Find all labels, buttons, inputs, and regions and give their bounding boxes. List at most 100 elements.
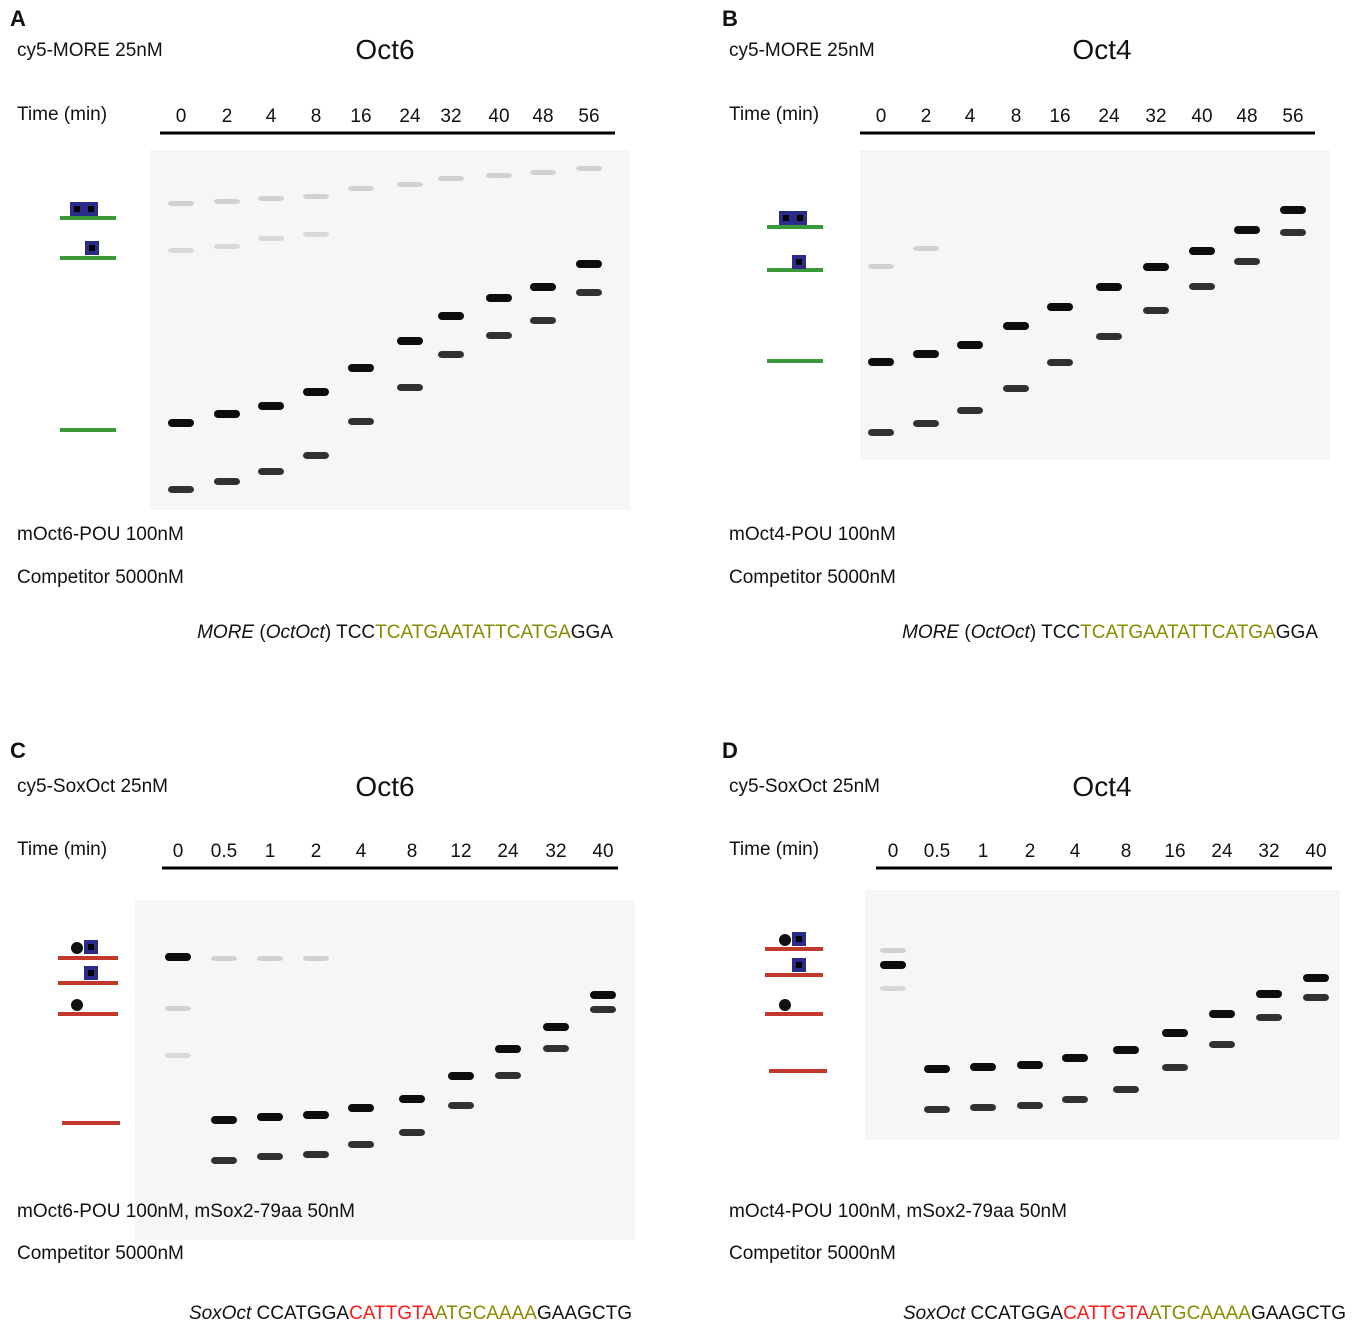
gel-band: [1280, 206, 1306, 214]
protein-label: mOct4-POU 100nM, mSox2-79aa 50nM: [729, 1201, 1067, 1222]
gel-background: [860, 150, 1330, 460]
gel-band: [303, 232, 329, 237]
gel-band: [1189, 247, 1215, 255]
time-tick: 2: [1025, 841, 1036, 862]
sequence-part: OctOct: [971, 622, 1031, 643]
gel-band: [1047, 359, 1073, 366]
time-tick: 16: [1164, 841, 1185, 862]
time-label: Time (min): [17, 104, 107, 125]
gel-band: [257, 1113, 283, 1121]
gel-band: [1096, 333, 1122, 340]
gel-band: [397, 337, 423, 345]
gel-band: [486, 294, 512, 302]
gel-band: [530, 317, 556, 324]
time-tick: 32: [1145, 106, 1166, 127]
figure: Acy5-MORE 25nMOct6Time (min)024816243240…: [0, 0, 1362, 1324]
gel-band: [258, 402, 284, 410]
gel-band: [880, 948, 906, 953]
gel-band: [530, 170, 556, 175]
gel-band: [1047, 303, 1073, 311]
sequence-part: CATTGTA: [349, 1303, 435, 1324]
gel-band: [913, 420, 939, 427]
time-tick: 8: [407, 841, 418, 862]
gel-band: [1234, 226, 1260, 234]
gel-band: [165, 1053, 191, 1058]
protein-label: mOct4-POU 100nM: [729, 524, 896, 545]
gel-band: [486, 173, 512, 178]
gel-band: [1017, 1102, 1043, 1109]
sequence-part: MORE: [902, 622, 959, 643]
gel-band: [399, 1129, 425, 1136]
protein-square-core: [88, 970, 94, 976]
gel-band: [1003, 322, 1029, 330]
gel-band: [211, 1116, 237, 1124]
time-tick: 24: [497, 841, 519, 862]
gel-band: [543, 1023, 569, 1031]
gel-band: [303, 956, 329, 961]
gel-band: [1143, 263, 1169, 271]
gel-band: [913, 350, 939, 358]
sox-dot: [779, 999, 791, 1011]
sequence-part: SoxOct: [189, 1303, 252, 1324]
sequence-part: SoxOct: [903, 1303, 966, 1324]
gel-band: [880, 986, 906, 991]
gel-band: [495, 1045, 521, 1053]
gel-band: [576, 260, 602, 268]
gel-band: [1209, 1010, 1235, 1018]
gel-band: [1303, 974, 1329, 982]
gel-band: [1234, 258, 1260, 265]
protein-square-core: [797, 215, 803, 221]
time-tick: 1: [265, 841, 276, 862]
protein-square-core: [89, 245, 95, 251]
gel-band: [165, 1006, 191, 1011]
gel-band: [880, 961, 906, 969]
gel-band: [168, 486, 194, 493]
protein-square-core: [783, 215, 789, 221]
sequence-part: TCATGAATATTCATGA: [1080, 622, 1276, 643]
time-tick: 40: [592, 841, 613, 862]
gel-band: [590, 1006, 616, 1013]
sequence-part: (: [254, 622, 266, 643]
sequence-part: TCATGAATATTCATGA: [375, 622, 571, 643]
gel-band: [258, 236, 284, 241]
gel-band: [1096, 283, 1122, 291]
gel-band: [348, 1141, 374, 1148]
sequence-part: ATGCAAAA: [435, 1303, 537, 1324]
gel-band: [868, 429, 894, 436]
gel-band: [590, 991, 616, 999]
time-tick: 24: [399, 106, 421, 127]
time-tick: 4: [1070, 841, 1081, 862]
time-tick: 24: [1211, 841, 1233, 862]
gel-band: [438, 351, 464, 358]
gel-band: [576, 289, 602, 296]
sequence-part: GAAGCTG: [1251, 1303, 1346, 1324]
gel-band: [303, 388, 329, 396]
gel-band: [397, 384, 423, 391]
gel-band: [448, 1072, 474, 1080]
gel-band: [303, 194, 329, 199]
protein-square-core: [88, 206, 94, 212]
sequence: SoxOct CCATGGACATTGTAATGCAAAAGAAGCTG: [903, 1303, 1346, 1324]
gel-band: [214, 244, 240, 249]
gel-band: [168, 419, 194, 427]
gel-band: [165, 953, 191, 961]
gel-band: [868, 264, 894, 269]
gel-band: [257, 1153, 283, 1160]
time-tick: 0: [176, 106, 187, 127]
sequence-part: (: [959, 622, 971, 643]
gel-band: [1113, 1086, 1139, 1093]
gel-band: [530, 283, 556, 291]
time-tick: 1: [978, 841, 989, 862]
gel-band: [1162, 1029, 1188, 1037]
gel-band: [1003, 385, 1029, 392]
gel-band: [214, 410, 240, 418]
gel-band: [1256, 1014, 1282, 1021]
gel-band: [257, 956, 283, 961]
protein-label: mOct6-POU 100nM, mSox2-79aa 50nM: [17, 1201, 355, 1222]
gel-band: [168, 248, 194, 253]
probe-label: cy5-SoxOct 25nM: [729, 776, 880, 797]
time-tick: 40: [488, 106, 509, 127]
gel-band: [924, 1065, 950, 1073]
gel-band: [211, 956, 237, 961]
time-tick: 8: [1011, 106, 1022, 127]
